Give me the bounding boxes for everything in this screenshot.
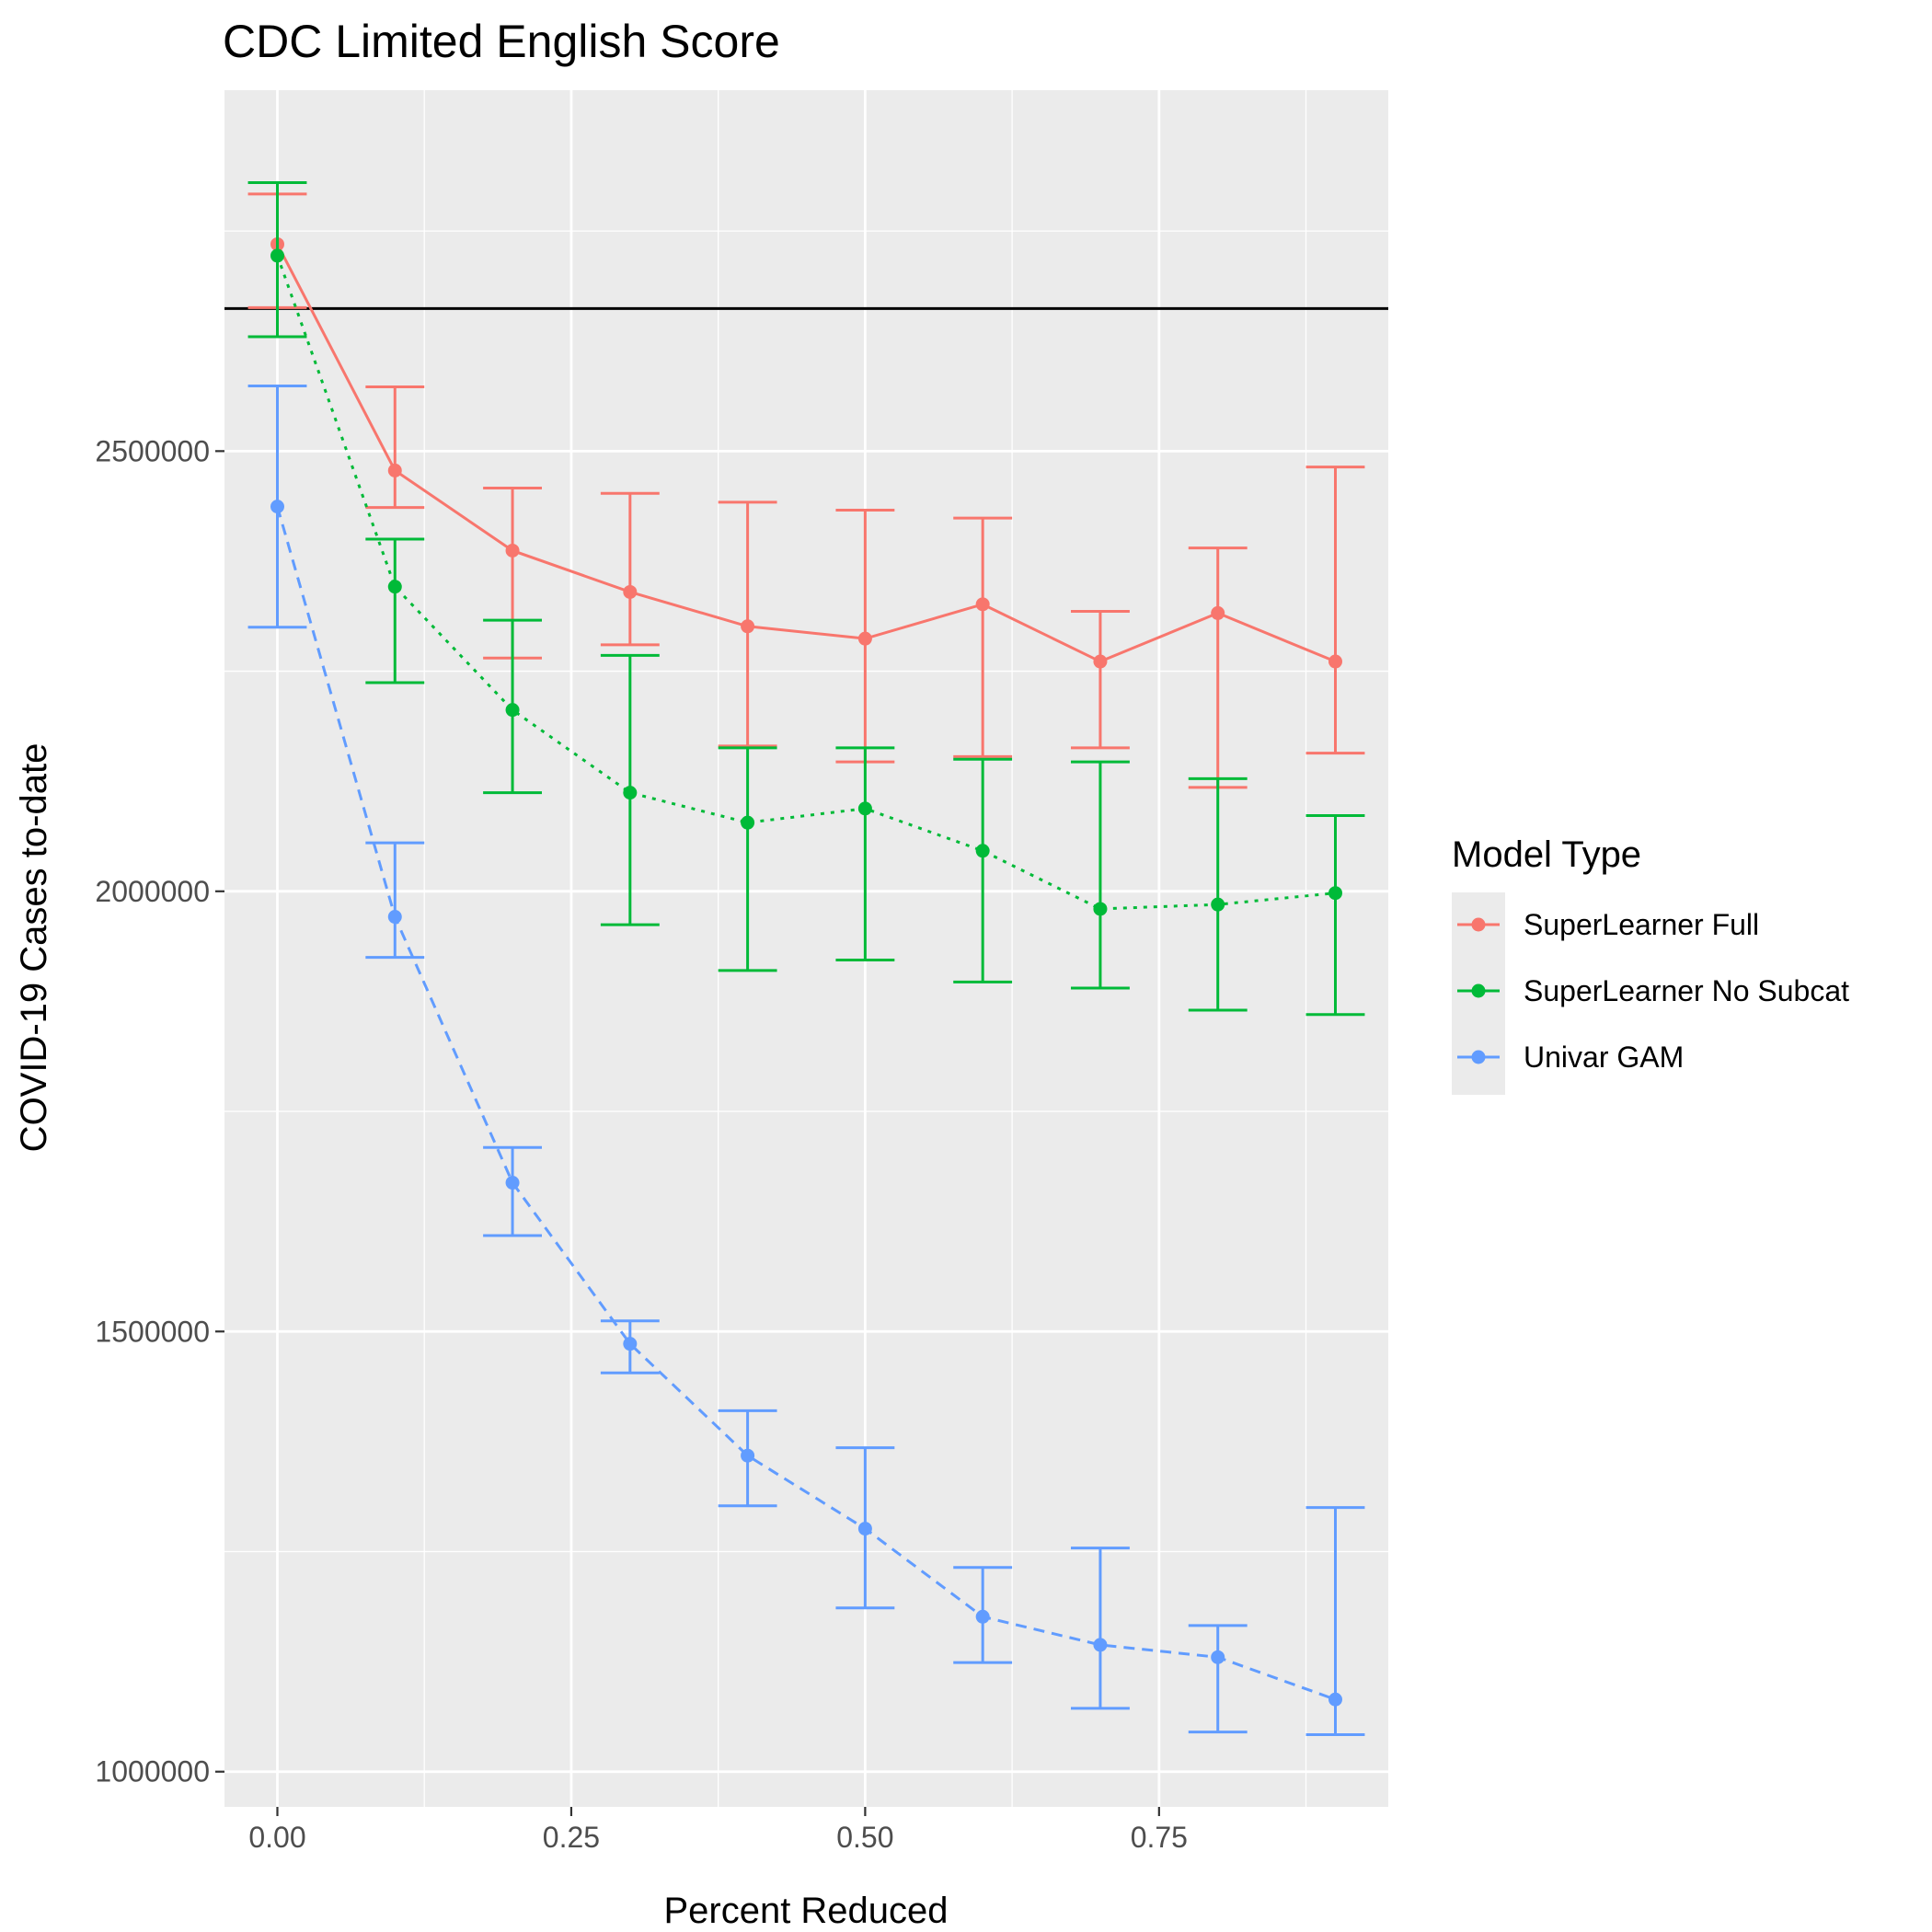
legend-label: SuperLearner No Subcat (1524, 974, 1849, 1007)
error-bar (1188, 776, 1248, 1012)
series-line (276, 243, 1337, 663)
x-tick-label: 0.00 (248, 1821, 305, 1854)
chart-title: CDC Limited English Score (223, 16, 780, 67)
series-univar-gam (247, 385, 1365, 1737)
error-bar (600, 491, 660, 647)
error-bar (718, 746, 777, 972)
legend-key-point (1471, 917, 1486, 932)
data-point (623, 786, 638, 800)
data-point (505, 1176, 520, 1190)
y-tick-label: 2500000 (95, 434, 210, 467)
x-tick-label: 0.50 (836, 1821, 893, 1854)
legend-item: SuperLearner Full (1457, 908, 1759, 941)
data-point (975, 597, 990, 612)
series-layer (247, 180, 1365, 1737)
data-point (975, 1609, 990, 1624)
grid-minor (224, 90, 1388, 1807)
data-point (505, 543, 520, 558)
error-bar (365, 537, 425, 684)
legend-title: Model Type (1452, 834, 1641, 875)
error-bar (1305, 814, 1365, 1017)
data-point (1211, 605, 1225, 620)
data-point (857, 631, 872, 646)
data-point (623, 584, 638, 599)
data-point (387, 580, 402, 594)
legend-label: Univar GAM (1524, 1041, 1684, 1074)
legend-item: SuperLearner No Subcat (1457, 974, 1849, 1007)
error-bar (1305, 466, 1365, 755)
data-point (741, 1448, 755, 1463)
x-tick-label: 0.75 (1131, 1821, 1188, 1854)
series-line (276, 255, 1336, 911)
legend-label: SuperLearner Full (1524, 908, 1759, 941)
legend: Model Type SuperLearner FullSuperLearner… (1452, 834, 1849, 1095)
y-axis-title: COVID-19 Cases to-date (14, 743, 54, 1153)
legend-items: SuperLearner Full SuperLearner No Subcat U… (1457, 908, 1849, 1074)
data-point (1211, 1650, 1225, 1664)
legend-key-point (1471, 983, 1486, 998)
series-superlearner-no-subcat (247, 180, 1365, 1017)
data-point (270, 500, 284, 514)
x-tick-label: 0.25 (543, 1821, 600, 1854)
error-bar (835, 746, 895, 961)
legend-key-point (1471, 1050, 1486, 1064)
error-bar (483, 1145, 542, 1237)
error-bar (365, 385, 425, 510)
error-bar (1188, 1624, 1248, 1734)
data-point (975, 844, 990, 858)
series-line (276, 506, 1337, 1701)
data-point (1328, 654, 1342, 669)
data-point (1328, 886, 1342, 901)
error-bar (365, 841, 425, 960)
data-point (270, 248, 284, 263)
data-point (505, 703, 520, 718)
error-bar (1071, 609, 1130, 750)
data-point (857, 801, 872, 816)
data-point (1211, 897, 1225, 912)
data-point (387, 910, 402, 925)
data-point (857, 1522, 872, 1536)
error-bar (1071, 760, 1130, 990)
legend-item: Univar GAM (1457, 1041, 1684, 1074)
axis-ticks: 0.00 0.25 0.50 0.75 1000000 1500000 2000000 250… (95, 434, 1188, 1854)
y-tick-label: 1000000 (95, 1755, 210, 1788)
data-point (623, 1337, 638, 1351)
plot-panel (224, 90, 1388, 1807)
data-point (741, 619, 755, 634)
x-axis-title: Percent Reduced (663, 1891, 948, 1931)
grid-major (224, 90, 1388, 1807)
data-point (1093, 902, 1108, 916)
error-bar (953, 757, 1013, 983)
data-point (1093, 1638, 1108, 1652)
data-point (1093, 654, 1108, 669)
data-point (387, 463, 402, 477)
y-tick-label: 2000000 (95, 875, 210, 908)
error-bar (1071, 1547, 1130, 1710)
error-bar (953, 516, 1013, 758)
data-point (1328, 1692, 1342, 1707)
data-point (741, 815, 755, 830)
y-tick-label: 1500000 (95, 1315, 210, 1348)
